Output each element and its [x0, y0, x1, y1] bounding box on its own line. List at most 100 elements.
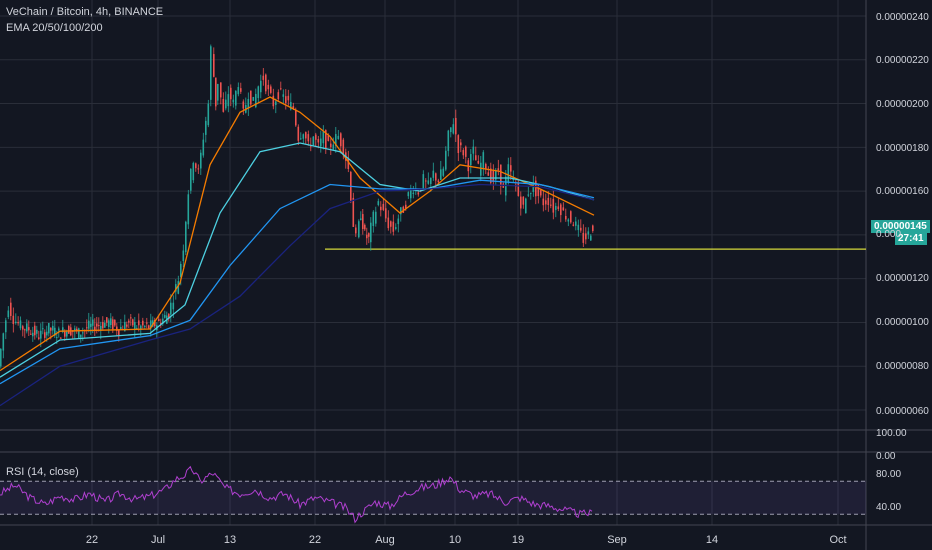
candle-body [227, 94, 230, 107]
candle-body [22, 326, 24, 330]
candle-body [395, 227, 397, 229]
candle-body [56, 337, 58, 339]
candle-body [522, 196, 525, 205]
ema-100-line [0, 179, 595, 385]
candle-body [580, 227, 582, 231]
candle-body [88, 320, 90, 329]
candle-body [295, 109, 297, 126]
candle-body [76, 328, 78, 331]
candle-body [427, 180, 430, 184]
candle-body [190, 168, 192, 191]
candle-body [387, 217, 390, 229]
candle-body [267, 84, 270, 90]
candle-body [460, 142, 462, 146]
candle-body [285, 96, 287, 103]
candle-body [170, 302, 172, 315]
rsi-line [0, 465, 593, 524]
candle-body [582, 232, 585, 243]
candle-body [565, 215, 567, 220]
candle-body [102, 322, 104, 329]
candle-body [28, 327, 30, 331]
candle-body [422, 174, 425, 189]
candle-body [310, 145, 312, 147]
candle-body [195, 163, 197, 169]
candle-body [30, 333, 32, 335]
pane-tick-label: 0.00 [876, 451, 896, 462]
candle-body [492, 170, 495, 182]
candle-body [280, 88, 282, 90]
candle-body [487, 172, 490, 176]
candle-body [32, 332, 34, 337]
candle-body [287, 95, 290, 101]
candle-body [237, 87, 240, 95]
candle-body [482, 152, 485, 168]
candle-body [537, 184, 540, 196]
candle-body [17, 322, 19, 324]
candle-body [447, 130, 450, 151]
candle-body [327, 135, 330, 141]
candle-body [552, 198, 555, 213]
candle-body [80, 334, 82, 338]
candle-body [392, 221, 395, 232]
candle-body [355, 227, 357, 234]
candle-body [126, 324, 128, 327]
candle-body [62, 327, 64, 333]
candle-body [15, 321, 17, 324]
candle-body [390, 221, 392, 227]
x-tick-label: 14 [706, 534, 718, 546]
candle-body [66, 331, 68, 337]
candle-body [10, 302, 12, 316]
candle-body [495, 170, 497, 180]
candle-body [38, 337, 40, 340]
candle-body [510, 165, 512, 172]
candle-body [50, 327, 52, 331]
candle-body [547, 197, 550, 206]
candle-body [205, 120, 207, 135]
candle-body [330, 143, 332, 147]
candle-body [242, 101, 245, 109]
candle-body [128, 320, 130, 323]
candle-body [420, 189, 422, 191]
candle-body [302, 134, 305, 139]
x-tick-label: 10 [449, 534, 461, 546]
candle-body [260, 80, 262, 93]
candle-body [507, 164, 510, 183]
candle-body [417, 192, 420, 195]
candle-body [136, 327, 138, 329]
candle-body [222, 99, 225, 112]
candle-body [217, 84, 219, 101]
candle-body [270, 86, 272, 93]
candle-body [366, 234, 368, 239]
candle-body [340, 133, 342, 147]
x-tick-label: 19 [512, 534, 524, 546]
candle-body [545, 200, 547, 205]
candle-body [277, 92, 280, 100]
candle-body [232, 99, 235, 103]
candle-body [240, 88, 242, 92]
candle-body [572, 224, 575, 226]
candle-body [364, 224, 366, 230]
candle-body [134, 322, 136, 330]
candle-body [517, 182, 520, 196]
candle-body [110, 318, 112, 325]
x-tick-label: 22 [86, 534, 98, 546]
last-price-tag: 0.00000145 [871, 220, 930, 233]
candle-body [124, 322, 126, 332]
y-tick-label: 0.00000060 [876, 406, 929, 417]
x-tick-label: Jul [151, 534, 165, 546]
candle-body [282, 94, 285, 97]
candle-body [432, 170, 435, 178]
candle-body [337, 135, 340, 139]
candle-body [527, 194, 530, 196]
candle-body [360, 218, 362, 220]
candle-body [207, 103, 210, 126]
candle-body [116, 326, 118, 331]
candle-body [455, 117, 457, 135]
symbol-title: VeChain / Bitcoin, 4h, BINANCE [6, 6, 164, 18]
candle-body [60, 337, 62, 339]
candle-body [570, 211, 572, 223]
candle-body [477, 160, 480, 164]
candle-body [362, 214, 364, 230]
